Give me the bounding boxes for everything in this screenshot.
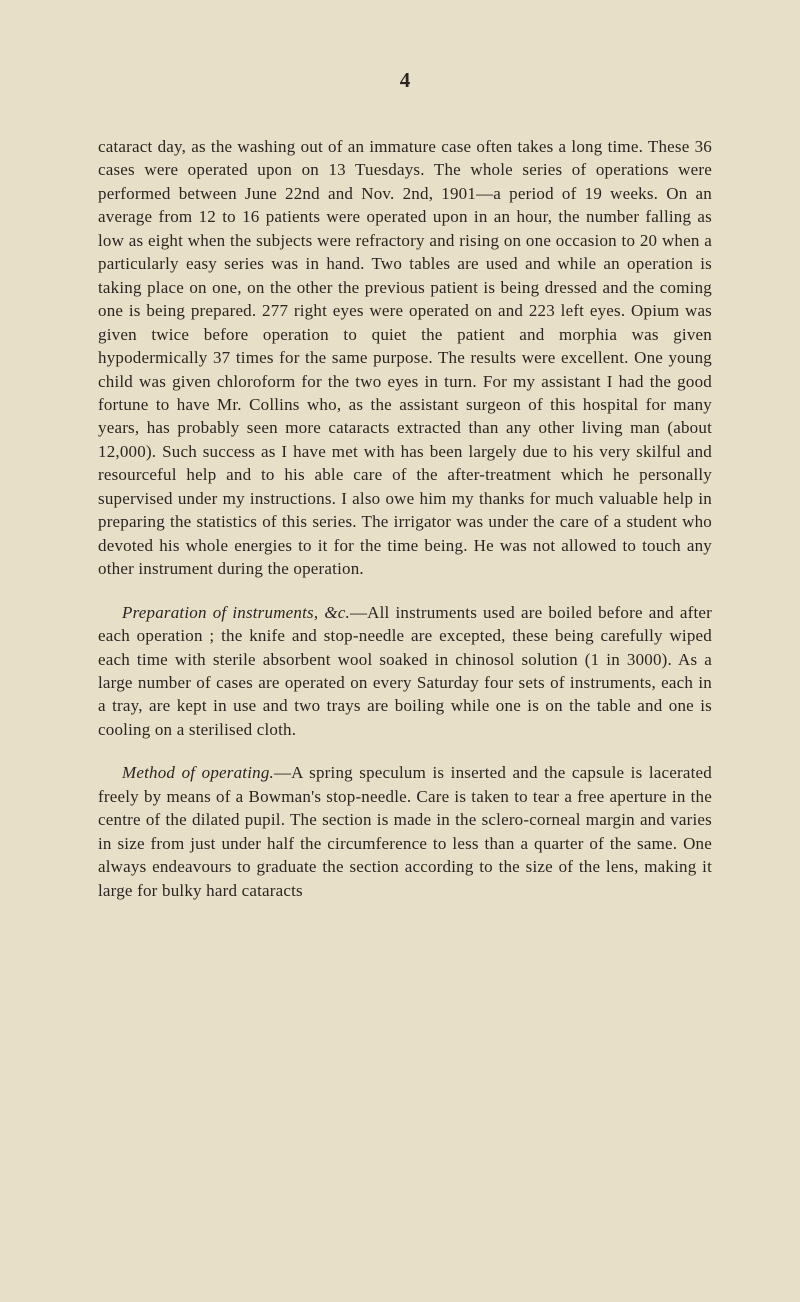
- paragraph-3-body: —A spring speculum is inserted and the c…: [98, 763, 712, 899]
- paragraph-2: Preparation of instruments, &c.—All inst…: [98, 601, 712, 742]
- paragraph-1: cataract day, as the washing out of an i…: [98, 135, 712, 581]
- paragraph-3-heading: Method of operating.: [122, 763, 274, 782]
- body-text-container: cataract day, as the washing out of an i…: [98, 135, 712, 902]
- paragraph-2-heading: Preparation of instruments, &c.: [122, 603, 350, 622]
- page-number: 4: [98, 68, 712, 93]
- paragraph-3: Method of operating.—A spring speculum i…: [98, 761, 712, 902]
- paragraph-2-body: —All instruments used are boiled before …: [98, 603, 712, 739]
